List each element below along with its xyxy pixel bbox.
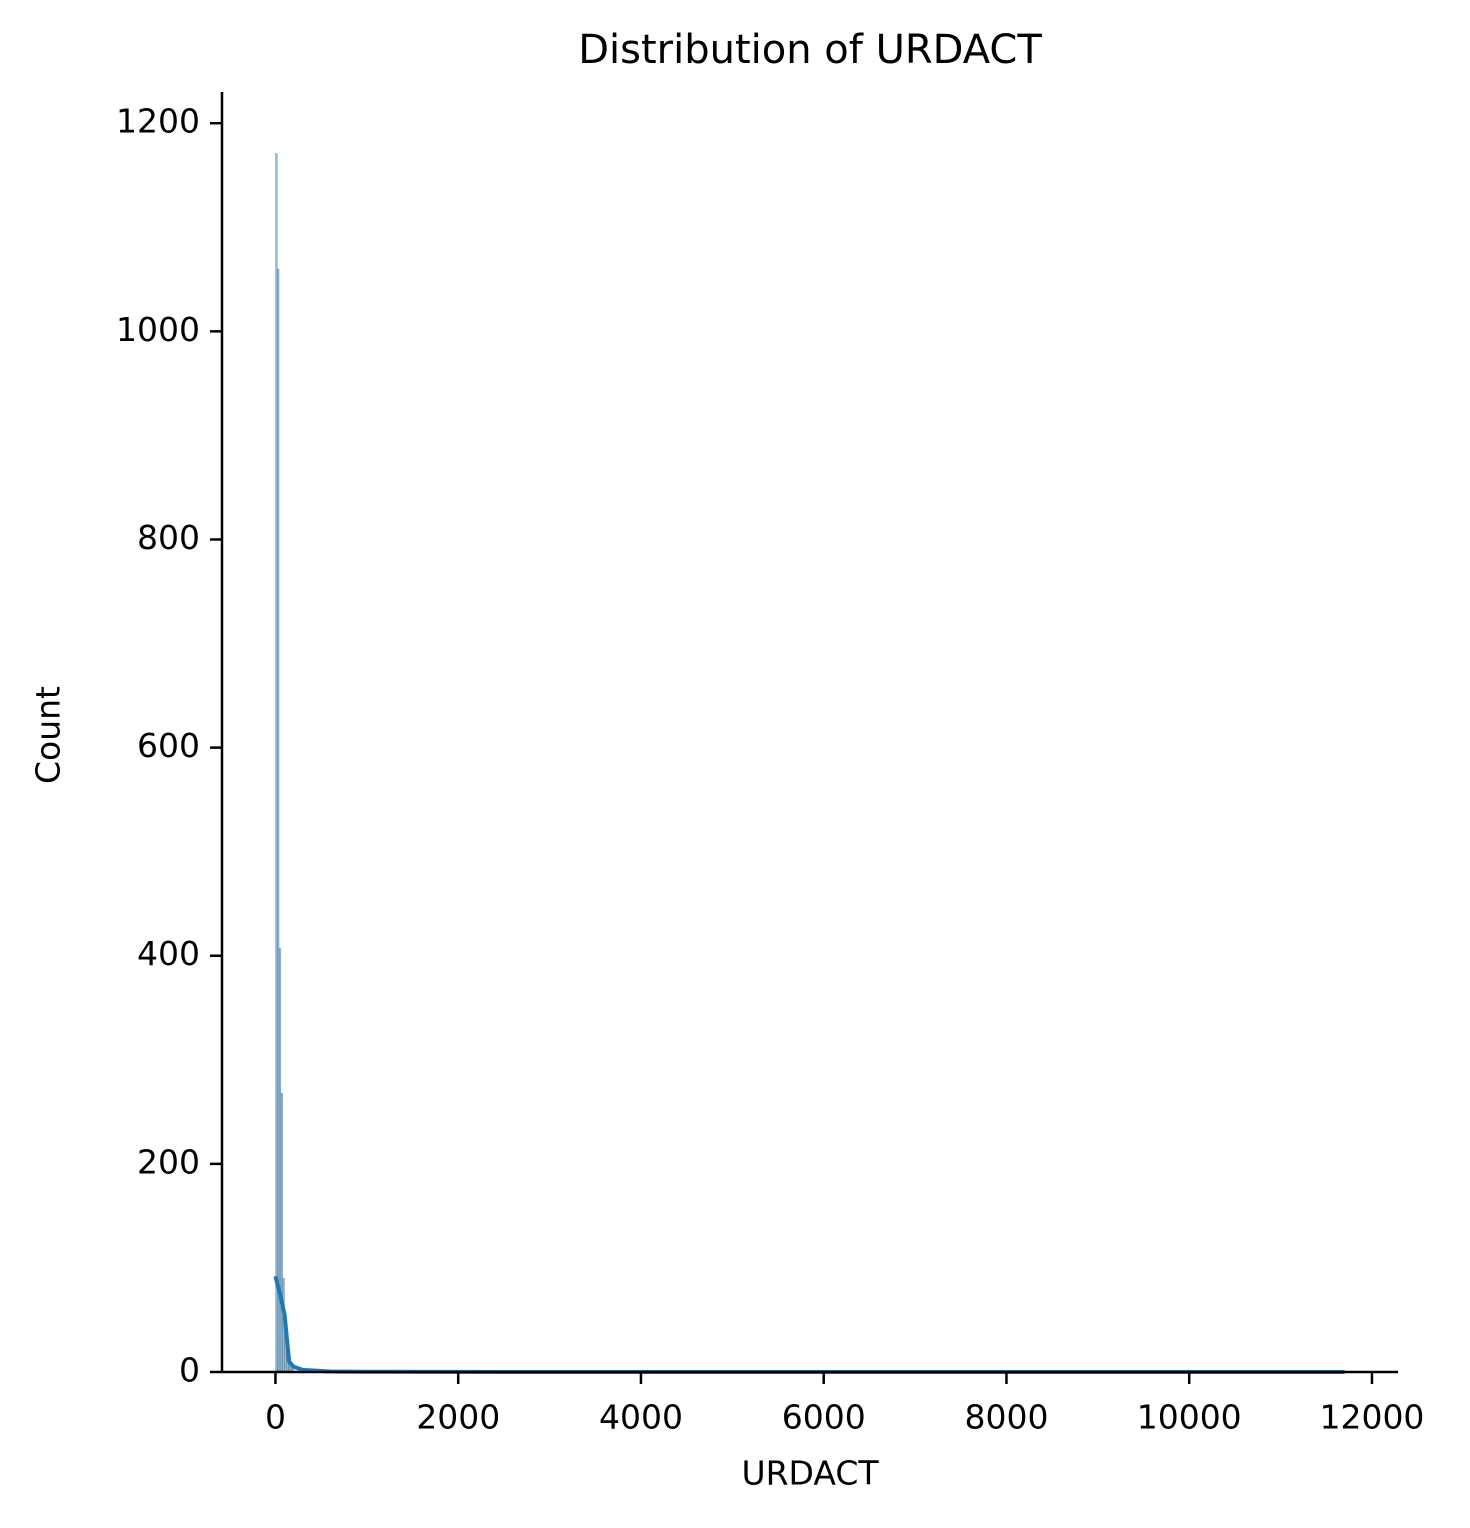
y-tick-label: 400 — [137, 934, 200, 973]
x-tick-label: 4000 — [599, 1398, 683, 1437]
x-tick-label: 12000 — [1319, 1398, 1424, 1437]
y-tick-label: 800 — [137, 518, 200, 557]
x-tick-label: 0 — [265, 1398, 286, 1437]
y-tick-label: 1200 — [116, 102, 200, 141]
y-axis-label: Count — [29, 686, 68, 784]
x-tick-label: 2000 — [416, 1398, 500, 1437]
y-tick-label: 600 — [137, 726, 200, 765]
chart-title: Distribution of URDACT — [578, 27, 1042, 73]
y-tick-label: 0 — [179, 1351, 200, 1390]
histogram-bar — [277, 268, 280, 1373]
histogram-bar — [280, 1092, 284, 1373]
histogram-bar — [275, 153, 278, 1373]
y-tick-label: 1000 — [116, 310, 200, 349]
x-tick-label: 8000 — [964, 1398, 1048, 1437]
x-tick-label: 6000 — [782, 1398, 866, 1437]
x-tick-label: 10000 — [1137, 1398, 1242, 1437]
kde-line — [273, 1275, 1345, 1374]
histogram-bar — [278, 948, 282, 1373]
x-axis-label: URDACT — [741, 1454, 879, 1493]
y-tick-label: 200 — [137, 1142, 200, 1181]
